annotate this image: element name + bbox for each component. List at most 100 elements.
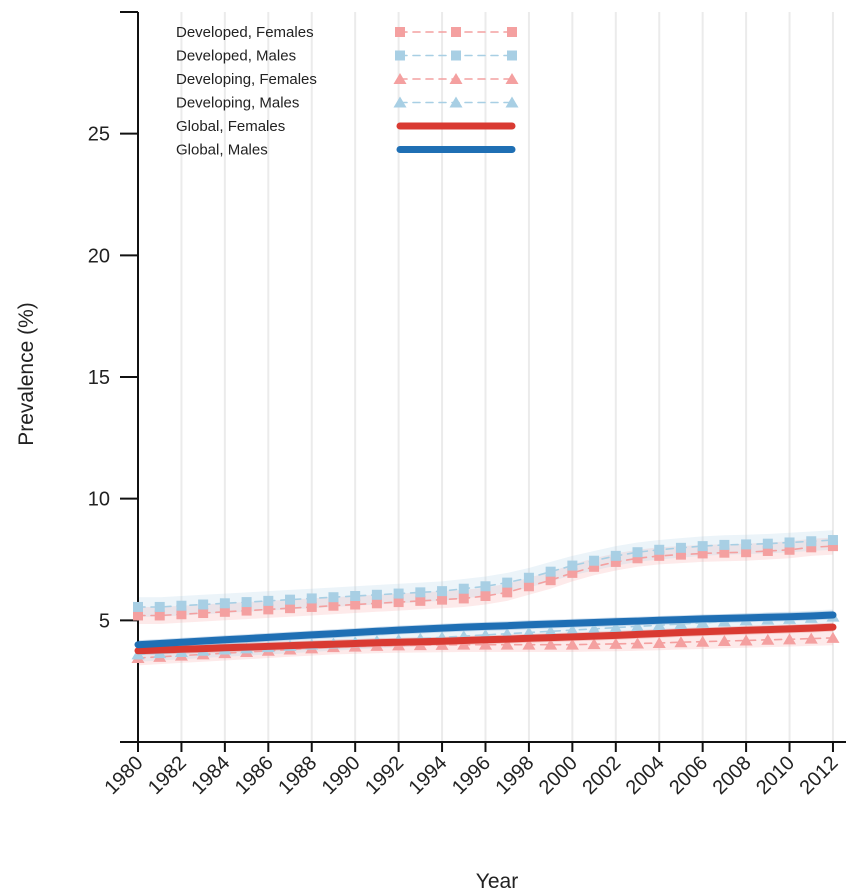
data-point	[587, 622, 601, 634]
data-point	[784, 537, 795, 548]
data-point	[589, 555, 600, 566]
x-tick-label: 1980	[101, 752, 148, 799]
data-point	[631, 620, 645, 632]
series-line-2	[137, 637, 834, 659]
x-tick-label: 1990	[318, 752, 365, 799]
data-point	[306, 601, 317, 612]
data-point	[719, 539, 730, 550]
data-point	[675, 549, 686, 560]
legend-label-4: Global, Females	[176, 118, 285, 135]
data-point	[674, 636, 688, 648]
data-point	[587, 638, 601, 650]
data-point	[502, 577, 513, 588]
x-tick-label: 2006	[665, 752, 712, 799]
data-point	[544, 625, 558, 637]
x-tick-label: 2000	[535, 752, 582, 799]
data-point	[652, 619, 666, 631]
data-point	[198, 599, 209, 610]
data-point	[263, 604, 274, 615]
data-point	[133, 610, 143, 621]
data-point	[458, 583, 469, 594]
data-point	[741, 547, 752, 558]
data-point	[523, 581, 534, 592]
data-point	[567, 560, 578, 571]
data-point	[609, 621, 623, 633]
data-point	[675, 542, 686, 553]
data-point	[457, 638, 471, 650]
data-point	[545, 566, 556, 577]
data-point	[784, 544, 795, 555]
legend-marker-2	[449, 73, 463, 84]
legend-marker-1	[507, 50, 517, 61]
data-point	[198, 608, 209, 619]
y-tick-label: 15	[88, 367, 110, 389]
data-point	[806, 536, 817, 547]
data-point	[154, 610, 165, 621]
x-tick-label: 2004	[622, 752, 669, 799]
data-point	[652, 636, 666, 648]
legend-marker-1	[451, 50, 461, 61]
x-tick-label: 2010	[752, 752, 799, 799]
y-tick-label: 5	[99, 610, 110, 632]
data-point	[565, 624, 579, 636]
data-point	[674, 617, 688, 629]
data-point	[762, 545, 773, 556]
data-point	[609, 637, 623, 649]
data-point	[437, 594, 448, 605]
legend-marker-2	[505, 73, 519, 84]
x-tick-label: 1984	[187, 752, 234, 799]
y-tick-label: 20	[88, 245, 110, 267]
data-point	[632, 553, 643, 564]
data-point	[480, 591, 491, 601]
legend-label-5: Global, Males	[176, 142, 268, 159]
data-point	[589, 561, 600, 572]
data-point	[717, 635, 731, 647]
data-point	[654, 544, 665, 555]
x-tick-label: 1986	[231, 752, 278, 799]
legend: Developed, Females Developed, Males Develo…	[176, 24, 519, 159]
data-point	[827, 541, 838, 552]
data-point	[631, 637, 645, 649]
data-point	[458, 593, 469, 604]
y-axis-title: Prevalence (%)	[15, 302, 38, 446]
data-point	[328, 592, 339, 603]
data-point	[719, 547, 730, 558]
data-point	[806, 542, 817, 553]
data-point	[478, 638, 492, 650]
x-tick-label: 2012	[795, 752, 842, 799]
data-point	[415, 595, 426, 606]
data-point	[176, 609, 187, 620]
data-point	[415, 587, 426, 598]
data-point	[739, 634, 753, 646]
legend-label-3: Developing, Males	[176, 95, 299, 112]
data-point	[741, 539, 752, 550]
data-point	[762, 538, 773, 549]
y-tick-label: 25	[88, 124, 110, 146]
series-line-4	[134, 623, 837, 655]
x-tick-label: 1996	[448, 752, 495, 799]
data-point	[632, 547, 643, 558]
data-point	[437, 586, 448, 597]
data-point	[544, 638, 558, 650]
data-point	[502, 587, 513, 598]
legend-marker-2	[393, 73, 407, 84]
data-point	[545, 575, 556, 586]
legend-marker-0	[451, 27, 461, 37]
legend-marker-3	[449, 96, 463, 108]
data-point	[522, 638, 536, 650]
data-point	[263, 595, 274, 606]
data-point	[480, 581, 491, 592]
data-point	[328, 600, 339, 611]
data-point	[654, 550, 665, 561]
data-point	[610, 550, 621, 561]
legend-label-2: Developing, Females	[176, 71, 317, 88]
x-tick-label: 1988	[274, 752, 321, 799]
data-point	[393, 597, 404, 608]
legend-marker-3	[505, 96, 519, 108]
x-axis-title: Year	[476, 870, 518, 892]
data-point	[610, 556, 621, 567]
data-point	[285, 594, 296, 605]
data-point	[306, 593, 317, 604]
data-point	[697, 541, 708, 552]
